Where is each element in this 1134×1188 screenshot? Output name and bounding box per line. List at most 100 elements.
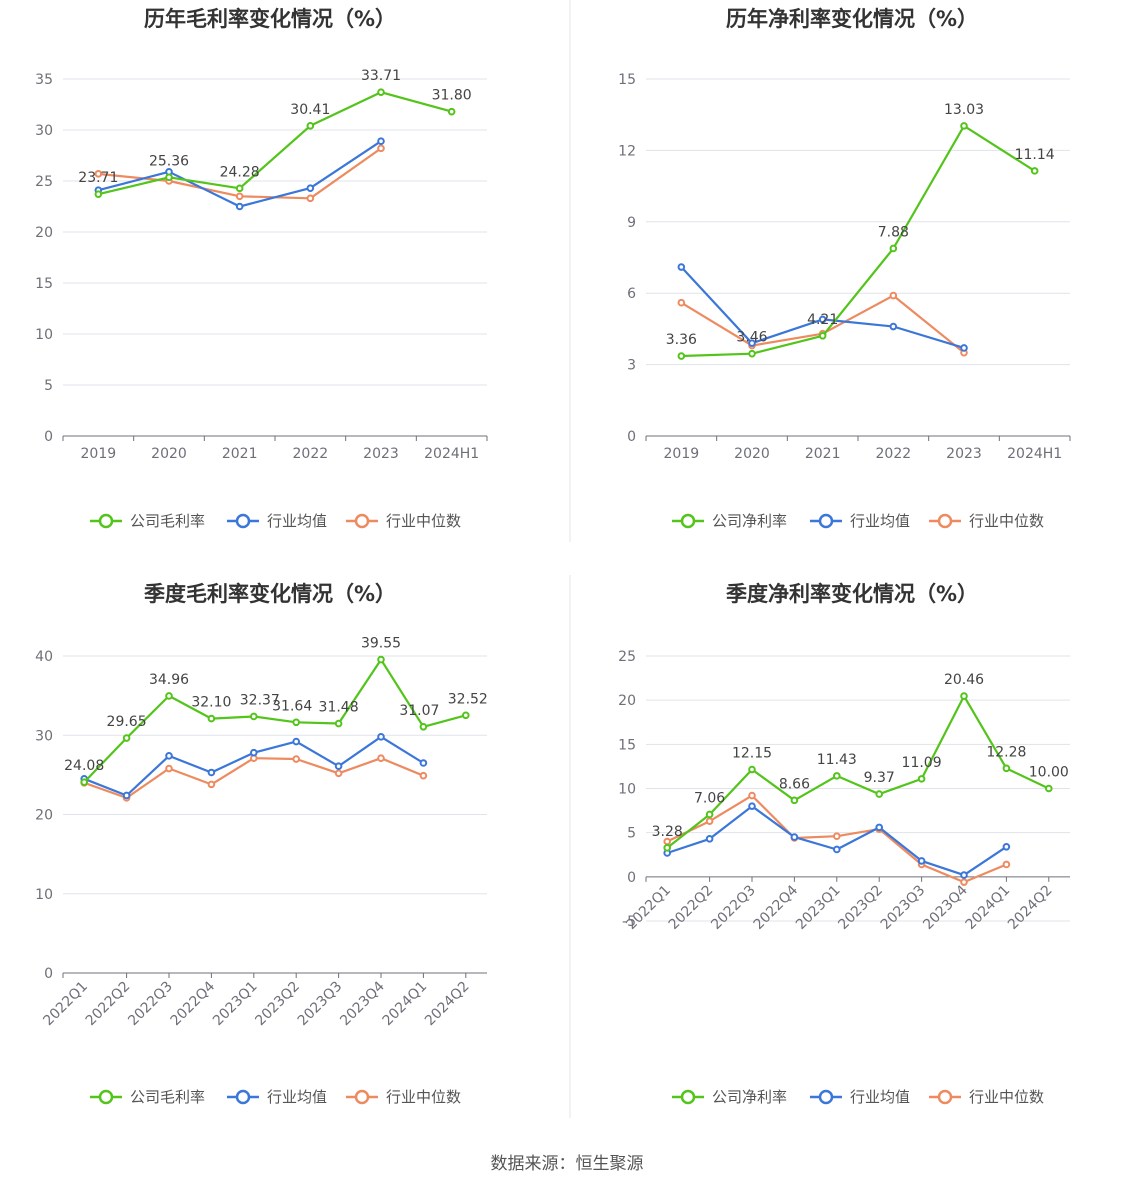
legend-marker xyxy=(680,1089,696,1105)
data-point-industry-median xyxy=(705,817,714,825)
x-tick-label: 2024Q1 xyxy=(963,882,1014,933)
data-label: 32.10 xyxy=(191,695,231,711)
y-tick-label: 30 xyxy=(35,728,53,744)
legend-item-industry-median[interactable]: 行业中位数 xyxy=(346,1088,461,1106)
data-label: 29.65 xyxy=(107,714,147,730)
legend-label: 公司毛利率 xyxy=(130,512,205,530)
data-label: 32.52 xyxy=(448,691,488,707)
legend-item-industry-median[interactable]: 行业中位数 xyxy=(929,512,1044,530)
data-point-industry-avg xyxy=(235,202,244,211)
data-point-industry-avg xyxy=(377,137,385,146)
x-tick-label: 2023Q3 xyxy=(878,882,929,933)
legend-item-industry-median[interactable]: 行业中位数 xyxy=(346,512,461,530)
y-tick-label: 20 xyxy=(35,225,53,241)
legend-item-industry-avg[interactable]: 行业均值 xyxy=(227,512,327,530)
data-point-industry-avg xyxy=(165,752,173,760)
x-tick-label: 2022Q2 xyxy=(83,979,134,1030)
chart-panel-3: 季度毛利率变化情况（%）0102030402022Q12022Q22022Q32… xyxy=(35,582,488,1106)
legend-item-company[interactable]: 公司净利率 xyxy=(672,1088,787,1106)
y-tick-label: 35 xyxy=(35,72,53,88)
legend-item-company[interactable]: 公司毛利率 xyxy=(90,512,205,530)
data-label: 31.80 xyxy=(432,88,472,104)
data-point-industry-avg xyxy=(748,802,756,810)
legend-marker xyxy=(235,1089,251,1105)
legend-item-industry-avg[interactable]: 行业均值 xyxy=(227,1088,327,1106)
y-tick-label: 5 xyxy=(44,378,53,394)
y-tick-label: 3 xyxy=(627,358,636,374)
legend-label: 行业中位数 xyxy=(386,512,461,530)
chart-panel-2: 历年净利率变化情况（%） 0 3 6 9 12 15 2019 2020 2021 2022 2023… xyxy=(618,7,1071,530)
data-point-company xyxy=(833,772,841,780)
x-tick-label: 2023 xyxy=(946,446,982,462)
legend-marker xyxy=(937,513,953,529)
data-label: 3.36 xyxy=(666,332,697,348)
legend-marker xyxy=(235,513,251,529)
data-point-industry-avg xyxy=(1002,843,1011,851)
data-point-industry-avg xyxy=(790,833,799,841)
legend-item-company[interactable]: 公司毛利率 xyxy=(90,1088,205,1106)
y-tick-label: 10 xyxy=(618,782,636,798)
data-point-company xyxy=(122,734,131,742)
x-tick-label: 2024H1 xyxy=(1007,446,1062,462)
data-point-company xyxy=(377,655,385,664)
series-line-company xyxy=(98,91,452,196)
legend-label: 行业中位数 xyxy=(969,512,1044,530)
data-point-company xyxy=(1002,764,1011,773)
legend-label: 公司净利率 xyxy=(712,1088,787,1106)
data-point-industry-avg xyxy=(292,737,301,746)
data-point-company xyxy=(818,332,827,340)
data-point-company xyxy=(80,778,88,786)
y-tick-label: 25 xyxy=(618,649,636,665)
chart-title: 历年毛利率变化情况（%） xyxy=(144,7,396,31)
data-point-company xyxy=(677,352,686,360)
data-label: 10.00 xyxy=(1029,765,1069,781)
series-line-industry-median xyxy=(83,757,424,799)
data-point-industry-median xyxy=(334,769,343,778)
legend-label: 行业均值 xyxy=(267,512,327,530)
y-tick-label: 40 xyxy=(35,649,53,665)
data-point-industry-median xyxy=(377,144,385,153)
legend-item-industry-median[interactable]: 行业中位数 xyxy=(929,1088,1044,1106)
data-label: 25.36 xyxy=(149,153,189,169)
legend-marker xyxy=(818,1089,834,1105)
data-point-industry-median xyxy=(833,832,841,841)
x-tick-label: 2024Q2 xyxy=(422,979,473,1030)
data-point-industry-avg xyxy=(377,733,385,741)
x-tick-label: 2024H1 xyxy=(424,446,479,462)
data-point-industry-avg xyxy=(748,339,756,347)
y-tick-label: 9 xyxy=(627,215,636,231)
y-tick-label: 0 xyxy=(44,429,53,445)
data-point-company xyxy=(250,712,258,721)
data-label: 32.37 xyxy=(240,692,280,708)
y-tick-label: 0 xyxy=(44,966,53,982)
data-point-industry-avg xyxy=(122,791,131,800)
x-tick-label: 2024Q1 xyxy=(380,979,431,1030)
data-point-company xyxy=(462,711,470,720)
y-tick-label: 15 xyxy=(35,276,53,292)
data-point-industry-median xyxy=(1002,860,1011,869)
legend-marker xyxy=(818,513,834,529)
data-point-industry-avg xyxy=(889,322,898,331)
x-tick-label: 2024Q2 xyxy=(1005,882,1056,933)
data-source-label: 数据来源：恒生聚源 xyxy=(490,1154,644,1174)
data-label: 9.37 xyxy=(864,770,895,786)
legend-item-industry-avg[interactable]: 行业均值 xyxy=(810,1088,910,1106)
data-point-industry-median xyxy=(960,878,968,886)
y-tick-label: -5 xyxy=(622,914,636,930)
data-label: 8.66 xyxy=(779,776,810,792)
x-tick-label: 2021 xyxy=(222,446,258,462)
data-label: 31.64 xyxy=(272,698,312,714)
chart-title: 历年净利率变化情况（%） xyxy=(726,7,978,31)
data-label: 24.28 xyxy=(220,164,260,180)
data-point-company xyxy=(292,718,301,727)
legend-item-industry-avg[interactable]: 行业均值 xyxy=(810,512,910,530)
data-label: 24.08 xyxy=(64,758,104,774)
data-point-industry-median xyxy=(889,291,898,300)
data-point-company xyxy=(748,765,756,774)
x-tick-label: 2022Q1 xyxy=(623,882,674,933)
data-point-industry-median xyxy=(235,192,244,201)
legend-item-company[interactable]: 公司净利率 xyxy=(672,512,787,530)
x-tick-label: 2022Q2 xyxy=(666,882,717,933)
chart-panel-4: 季度净利率变化情况（%）-505101520252022Q12022Q22022… xyxy=(618,582,1070,1106)
